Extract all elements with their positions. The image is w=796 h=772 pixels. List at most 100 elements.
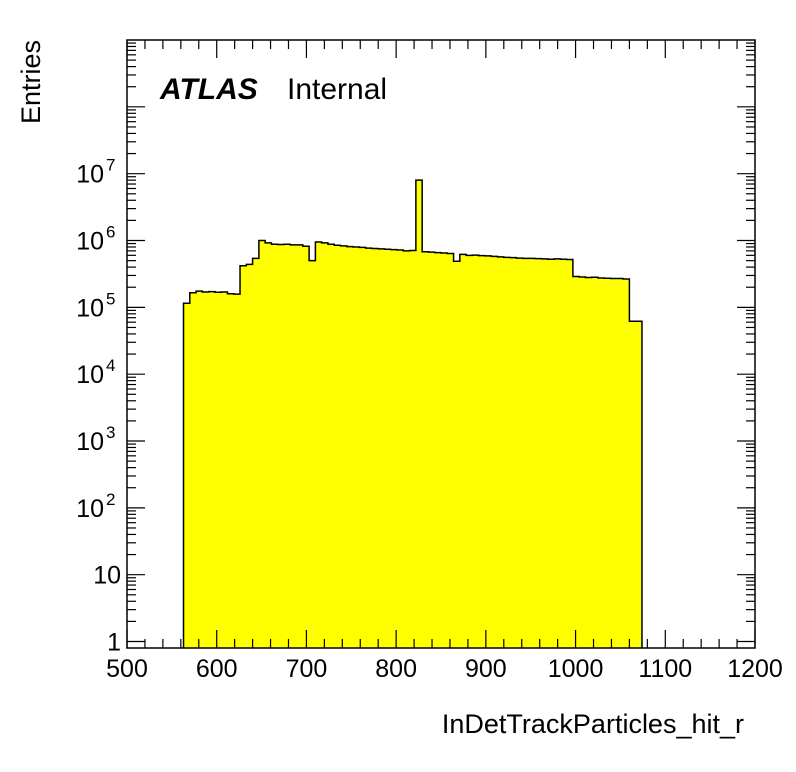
histogram-bin bbox=[453, 261, 461, 648]
histogram-bin bbox=[271, 244, 279, 648]
histogram-bin bbox=[560, 259, 567, 648]
histogram-bin bbox=[196, 291, 203, 648]
y-tick-exponent: 6 bbox=[106, 223, 115, 242]
histogram-bin bbox=[522, 258, 530, 648]
histogram-bin bbox=[535, 258, 542, 648]
y-tick-exponent: 3 bbox=[106, 423, 115, 442]
internal-label: Internal bbox=[287, 73, 387, 106]
y-tick-exponent: 2 bbox=[106, 490, 115, 509]
histogram-bin bbox=[510, 257, 517, 648]
histogram-bin bbox=[346, 246, 354, 648]
histogram-bin bbox=[378, 248, 385, 648]
y-tick-label: 10 bbox=[76, 161, 104, 189]
histogram-bin bbox=[478, 255, 486, 648]
histogram-bin bbox=[353, 246, 360, 648]
histogram-bin bbox=[491, 256, 498, 648]
histogram-bin bbox=[315, 241, 323, 648]
histogram-bin bbox=[585, 277, 593, 648]
histogram-outline bbox=[182, 179, 643, 648]
histogram-bin bbox=[623, 279, 630, 648]
histogram-bin bbox=[189, 292, 197, 648]
x-tick-label: 500 bbox=[106, 655, 148, 683]
histogram-bin bbox=[503, 257, 511, 648]
y-tick-label: 10 bbox=[76, 495, 104, 523]
histogram-bin bbox=[334, 245, 341, 649]
histogram-bin bbox=[579, 276, 586, 648]
histogram-bin bbox=[441, 253, 448, 648]
y-tick-exponent: 4 bbox=[106, 356, 115, 375]
histogram-bin bbox=[340, 245, 348, 648]
histogram-bin bbox=[497, 256, 505, 648]
tick-marks bbox=[126, 40, 756, 648]
y-tick-label: 10 bbox=[93, 562, 121, 590]
histogram-bin bbox=[321, 242, 329, 648]
y-axis-title: Entries bbox=[16, 40, 46, 124]
histogram-bin bbox=[528, 258, 536, 648]
histogram-bin bbox=[422, 251, 429, 648]
histogram-bin bbox=[397, 250, 404, 648]
x-tick-label: 1200 bbox=[727, 655, 783, 683]
histogram-bin bbox=[277, 244, 285, 648]
histogram-bin bbox=[635, 321, 643, 648]
histogram-bin bbox=[290, 244, 297, 648]
histogram-bin bbox=[591, 277, 599, 648]
histogram-bin bbox=[240, 265, 247, 648]
histogram-bin bbox=[258, 240, 266, 649]
y-tick-exponent: 5 bbox=[106, 289, 115, 308]
histogram-bin bbox=[472, 255, 480, 648]
plot-frame bbox=[126, 39, 756, 649]
histogram-bin bbox=[629, 321, 637, 648]
x-tick-label: 600 bbox=[196, 655, 238, 683]
histogram-bin bbox=[403, 250, 410, 648]
histogram-bin bbox=[183, 303, 191, 648]
histogram-bin bbox=[265, 242, 272, 648]
histogram-bin bbox=[246, 264, 253, 648]
histogram-bin bbox=[447, 253, 454, 648]
histogram-bin bbox=[227, 293, 235, 648]
y-tick-label: 10 bbox=[76, 361, 104, 389]
histogram-bin bbox=[309, 260, 316, 648]
atlas-label: ATLAS bbox=[159, 73, 258, 106]
histogram-bin bbox=[547, 259, 555, 648]
histogram-bin bbox=[384, 249, 392, 648]
histogram-bin bbox=[390, 249, 398, 648]
histogram-bin bbox=[296, 244, 304, 648]
histogram-bin bbox=[252, 258, 260, 648]
histogram-bin bbox=[284, 244, 291, 648]
histogram-bin bbox=[598, 277, 605, 648]
x-tick-label: 800 bbox=[375, 655, 417, 683]
y-tick-label: 1 bbox=[107, 629, 121, 657]
histogram-bin bbox=[616, 278, 624, 648]
histogram-bin bbox=[202, 291, 210, 648]
histogram-bin bbox=[415, 180, 423, 648]
histogram-bin bbox=[541, 258, 549, 648]
histogram-bin bbox=[604, 278, 611, 648]
histogram-bin bbox=[554, 258, 561, 648]
histogram-bin bbox=[572, 276, 580, 648]
y-tick-label: 10 bbox=[76, 228, 104, 256]
x-tick-labels: 500 600 700 800 900 1000 1100 1200 bbox=[106, 655, 783, 683]
histogram-bin bbox=[302, 246, 310, 648]
histogram-layer bbox=[182, 179, 643, 649]
histogram-bin bbox=[221, 291, 228, 648]
histogram-bin bbox=[371, 248, 379, 648]
histogram-bin bbox=[409, 250, 417, 649]
histogram-bin bbox=[359, 247, 367, 648]
histogram-bin bbox=[466, 255, 473, 649]
histogram-bin bbox=[428, 252, 436, 649]
histogram-bin bbox=[214, 292, 222, 648]
histogram-bin bbox=[484, 255, 492, 649]
y-tick-exponent: 7 bbox=[106, 156, 115, 175]
y-tick-label: 10 bbox=[76, 294, 104, 322]
histogram-bin bbox=[516, 258, 524, 648]
x-tick-label: 1000 bbox=[548, 655, 604, 683]
histogram-bin bbox=[365, 248, 373, 649]
x-tick-label: 700 bbox=[286, 655, 328, 683]
histogram-bin bbox=[233, 294, 241, 648]
x-tick-label: 900 bbox=[465, 655, 507, 683]
histogram-bin bbox=[327, 244, 335, 648]
histogram-bin bbox=[566, 259, 574, 648]
histogram-bin bbox=[208, 291, 216, 648]
